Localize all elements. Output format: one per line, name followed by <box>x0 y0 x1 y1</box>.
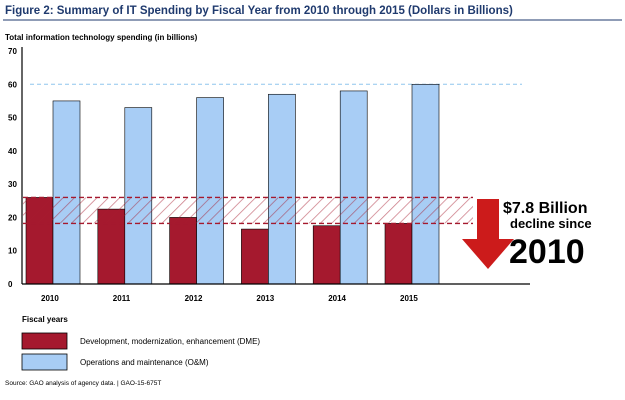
decline-arrow <box>462 199 514 269</box>
y-tick-label: 70 <box>8 47 17 56</box>
dme-bar-2012 <box>169 217 197 285</box>
source-note: Source: GAO analysis of agency data. | G… <box>5 380 161 387</box>
om-bar-2010 <box>52 100 81 285</box>
bars <box>25 83 440 285</box>
om-bar-2013 <box>268 93 296 285</box>
legend-swatch-dme <box>21 332 68 350</box>
x-axis: 2010 2011 2012 2013 2014 2015 <box>41 294 418 303</box>
y-tick-label: 30 <box>8 180 17 189</box>
legend: Development, modernization, enhancement … <box>21 332 260 371</box>
om-bar-2012 <box>196 97 224 285</box>
y-tick-label: 40 <box>8 147 17 156</box>
dme-bar-2013 <box>241 228 269 285</box>
x-tick-label: 2015 <box>400 294 418 303</box>
decline-band <box>23 196 473 225</box>
annotation-year: 2010 <box>509 233 585 271</box>
y-tick-label: 10 <box>8 247 17 256</box>
dme-bar-2015 <box>384 223 413 285</box>
decline-band-fill <box>23 197 473 224</box>
x-tick-label: 2013 <box>256 294 274 303</box>
y-tick-label: 20 <box>8 213 17 222</box>
y-tick-label: 0 <box>8 280 13 289</box>
legend-swatch-om <box>21 353 68 371</box>
annotation-decline: decline since <box>510 216 592 231</box>
om-bar-2015 <box>411 83 440 285</box>
chart-title: Figure 2: Summary of IT Spending by Fisc… <box>5 5 513 17</box>
x-tick-label: 2014 <box>328 294 346 303</box>
legend-label-om: Operations and maintenance (O&M) <box>80 358 209 367</box>
om-bar-2014 <box>339 90 368 285</box>
y-tick-label: 50 <box>8 114 17 123</box>
annotation-amount: $7.8 Billion <box>503 200 587 217</box>
om-bar-2011 <box>124 107 153 285</box>
x-tick-label: 2010 <box>41 294 59 303</box>
legend-label-dme: Development, modernization, enhancement … <box>80 337 260 346</box>
x-tick-label: 2012 <box>185 294 203 303</box>
x-tick-label: 2011 <box>113 294 131 303</box>
x-axis-label: Fiscal years <box>22 315 68 324</box>
dme-bar-2014 <box>312 225 341 285</box>
y-axis: 0 10 20 30 40 50 60 70 <box>8 47 17 289</box>
y-tick-label: 60 <box>8 80 17 89</box>
y-axis-label: Total information technology spending (i… <box>5 33 198 42</box>
